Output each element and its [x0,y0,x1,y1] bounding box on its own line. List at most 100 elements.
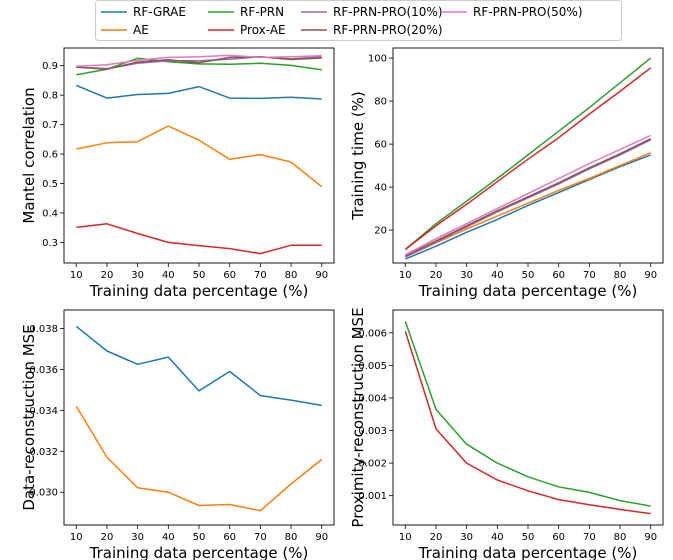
chart-panel-2: 10 20 30 40 50 60 70 80 90 20 40 60 80 100 Training da… [349,47,664,300]
x-tick-label: 30 [460,270,473,281]
x-axis-label: Training data percentage (%) [89,544,309,560]
x-axis-label: Training data percentage (%) [418,544,638,560]
x-tick-label: 10 [70,532,83,543]
x-tick-label: 90 [315,270,328,281]
y-tick-label: 100 [368,54,387,65]
x-tick-label: 70 [254,270,267,281]
x-tick-label: 30 [460,532,473,543]
axes-frame [392,309,664,526]
series-line-2 [76,57,322,76]
y-tick-label: 0.9 [42,61,58,72]
y-tick-label: 0.030 [29,488,58,499]
x-tick-label: 50 [193,532,206,543]
y-tick-label: 40 [374,183,387,194]
x-tick-label: 80 [614,270,627,281]
y-tick-label: 80 [374,97,387,108]
x-tick-label: 50 [522,532,535,543]
y-tick-label: 0.038 [29,324,58,335]
y-tick-label: 0.5 [42,179,58,190]
x-axis-label: Training data percentage (%) [418,282,638,300]
series-line-1 [404,152,651,258]
legend-label-6: RF-PRN-PRO(50%) [473,5,583,19]
x-tick-label: 90 [644,532,657,543]
legend-label-2: RF-PRN [240,5,284,19]
y-axis-label: Training time (%) [349,91,367,221]
y-tick-label: 0.032 [29,447,58,458]
legend-label-1: AE [133,23,149,37]
x-tick-label: 30 [131,532,144,543]
x-tick-label: 20 [101,532,114,543]
series-line-4 [404,139,652,258]
y-tick-label: 60 [374,140,387,151]
series-line-1 [75,405,323,512]
x-axis-label: Training data percentage (%) [89,282,309,300]
legend-label-5: RF-PRN-PRO(20%) [333,23,443,37]
x-tick-label: 80 [285,532,298,543]
y-tick-label: 0.001 [358,491,387,502]
x-tick-label: 80 [285,270,298,281]
series-line-1 [404,330,651,515]
x-tick-label: 30 [131,270,144,281]
x-tick-label: 70 [583,270,596,281]
y-tick-label: 0.7 [42,120,58,131]
series-line-6 [76,54,322,68]
legend: RF-GRAE AE RF-PRN Prox-AE RF-PRN-PRO(10%) RF-… [95,0,622,41]
y-tick-label: 0.4 [42,208,58,219]
series-line-3 [404,67,652,251]
series-line-5 [76,56,322,70]
series-line-1 [76,125,323,188]
x-tick-label: 50 [193,270,206,281]
x-tick-label: 60 [552,270,565,281]
x-tick-label: 60 [552,532,565,543]
series-line-2 [404,57,652,251]
x-tick-label: 80 [614,532,627,543]
y-tick-label: 0.6 [42,150,58,161]
legend-label-3: Prox-AE [240,23,286,37]
y-tick-label: 0.034 [29,406,58,417]
series-line-0 [76,84,322,100]
x-tick-label: 20 [430,270,443,281]
x-tick-label: 90 [644,270,657,281]
x-tick-label: 70 [254,532,267,543]
x-tick-label: 10 [399,532,412,543]
x-tick-label: 60 [223,270,236,281]
chart-panels: 10 20 30 40 50 60 70 80 90 0.3 0.4 0.5 0.6 0.7 0.8 0.9 T… [20,47,664,560]
series-line-0 [75,325,322,407]
y-tick-label: 0.002 [358,459,387,470]
axes-frame [63,309,335,526]
x-tick-label: 40 [491,270,504,281]
y-tick-label: 0.006 [358,328,387,339]
y-tick-label: 0.004 [358,393,387,404]
x-tick-label: 70 [583,532,596,543]
y-tick-label: 0.005 [358,361,387,372]
chart-panel-1: 10 20 30 40 50 60 70 80 90 0.3 0.4 0.5 0.6 0.7 0.8 0.9 T… [20,47,335,300]
series-line-5 [404,138,652,257]
x-tick-label: 10 [70,270,83,281]
legend-label-4: RF-PRN-PRO(10%) [333,5,443,19]
legend-label-0: RF-GRAE [133,5,186,19]
y-axis-label: Mantel correlation [20,87,38,223]
x-tick-label: 50 [522,270,535,281]
series-line-0 [405,154,651,260]
y-axis-label: Proximity-reconstruction MSE [349,307,367,527]
axes-frame [63,47,335,264]
series-line-3 [76,223,322,255]
series-line-6 [404,134,652,256]
x-tick-label: 20 [101,270,114,281]
y-tick-label: 0.003 [358,426,387,437]
y-axis-label: Data-reconstruction MSE [20,324,38,510]
y-tick-label: 0.3 [42,238,58,249]
chart-panel-3: 10 20 30 40 50 60 70 80 90 0.030 0.032 0.034 0.036 0.… [20,309,335,560]
x-tick-label: 40 [162,532,175,543]
x-tick-label: 40 [491,532,504,543]
x-tick-label: 20 [430,532,443,543]
x-tick-label: 90 [315,532,328,543]
series-line-0 [404,321,651,507]
x-tick-label: 60 [223,532,236,543]
x-tick-label: 10 [399,270,412,281]
x-tick-label: 40 [162,270,175,281]
chart-panel-4: 10 20 30 40 50 60 70 80 90 0.001 0.002 0.003 0.004 0.… [349,307,664,560]
y-tick-label: 0.036 [29,365,58,376]
y-tick-label: 0.8 [42,91,58,102]
